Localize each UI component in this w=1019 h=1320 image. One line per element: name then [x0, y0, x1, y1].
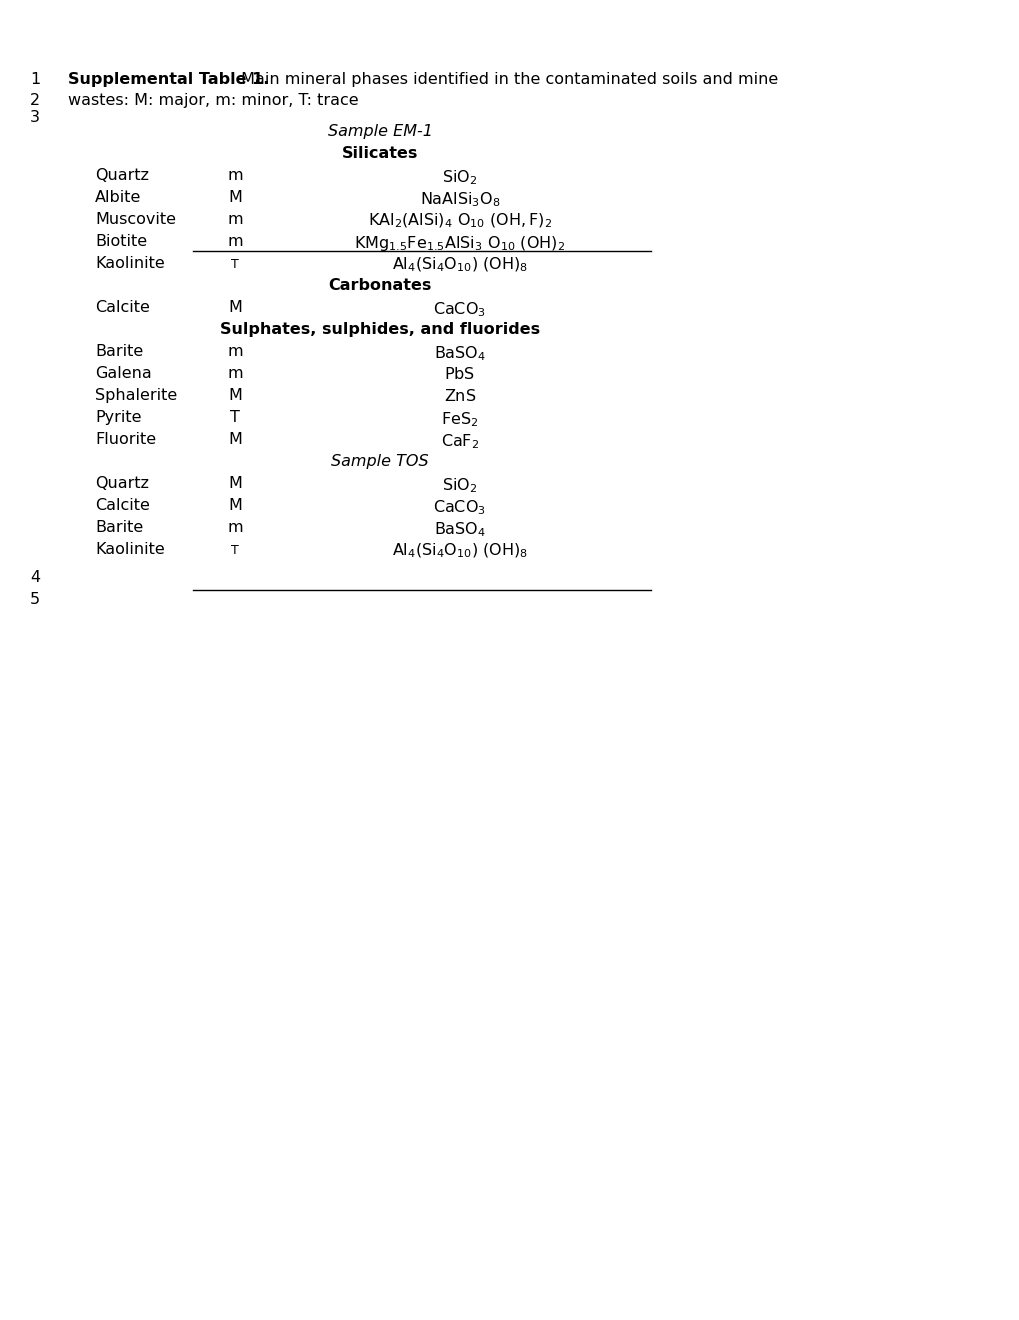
Text: $\mathregular{ZnS}$: $\mathregular{ZnS}$	[443, 388, 476, 404]
Text: $\mathregular{SiO_2}$: $\mathregular{SiO_2}$	[442, 168, 477, 186]
Text: T: T	[231, 544, 238, 557]
Text: Carbonates: Carbonates	[328, 279, 431, 293]
Text: 3: 3	[30, 110, 40, 125]
Text: Main mineral phases identified in the contaminated soils and mine: Main mineral phases identified in the co…	[235, 73, 777, 87]
Text: Barite: Barite	[95, 520, 143, 535]
Text: m: m	[227, 345, 243, 359]
Text: $\mathregular{NaAlSi_3O_8}$: $\mathregular{NaAlSi_3O_8}$	[419, 190, 499, 209]
Text: Fluorite: Fluorite	[95, 432, 156, 447]
Text: Quartz: Quartz	[95, 168, 149, 183]
Text: $\mathregular{BaSO_4}$: $\mathregular{BaSO_4}$	[433, 520, 486, 539]
Text: $\mathregular{CaF_2}$: $\mathregular{CaF_2}$	[440, 432, 479, 450]
Text: Calcite: Calcite	[95, 300, 150, 315]
Text: Calcite: Calcite	[95, 498, 150, 513]
Text: $\mathregular{FeS_2}$: $\mathregular{FeS_2}$	[441, 411, 478, 429]
Text: Biotite: Biotite	[95, 234, 147, 249]
Text: $\mathregular{Al_4(Si_4O_{10})\ (OH)_8}$: $\mathregular{Al_4(Si_4O_{10})\ (OH)_8}$	[391, 256, 528, 275]
Text: Barite: Barite	[95, 345, 143, 359]
Text: Pyrite: Pyrite	[95, 411, 142, 425]
Text: Sphalerite: Sphalerite	[95, 388, 177, 403]
Text: $\mathregular{CaCO_3}$: $\mathregular{CaCO_3}$	[433, 300, 486, 318]
Text: 1: 1	[30, 73, 40, 87]
Text: m: m	[227, 168, 243, 183]
Text: $\mathregular{Al_4(Si_4O_{10})\ (OH)_8}$: $\mathregular{Al_4(Si_4O_{10})\ (OH)_8}$	[391, 543, 528, 561]
Text: M: M	[228, 388, 242, 403]
Text: M: M	[228, 498, 242, 513]
Text: $\mathregular{SiO_2}$: $\mathregular{SiO_2}$	[442, 477, 477, 495]
Text: Kaolinite: Kaolinite	[95, 543, 165, 557]
Text: M: M	[228, 477, 242, 491]
Text: 2: 2	[30, 92, 40, 108]
Text: m: m	[227, 234, 243, 249]
Text: M: M	[228, 432, 242, 447]
Text: Quartz: Quartz	[95, 477, 149, 491]
Text: Supplemental Table 1.: Supplemental Table 1.	[68, 73, 269, 87]
Text: $\mathregular{KMg_{1.5}Fe_{1.5}AlSi_3\ O_{10}\ (OH)_2}$: $\mathregular{KMg_{1.5}Fe_{1.5}AlSi_3\ O…	[354, 234, 565, 253]
Text: M: M	[228, 190, 242, 205]
Text: Sample EM-1: Sample EM-1	[327, 124, 432, 139]
Text: $\mathregular{PbS}$: $\mathregular{PbS}$	[444, 366, 475, 381]
Text: m: m	[227, 520, 243, 535]
Text: Sample TOS: Sample TOS	[331, 454, 428, 469]
Text: m: m	[227, 366, 243, 381]
Text: Silicates: Silicates	[341, 147, 418, 161]
Text: T: T	[231, 257, 238, 271]
Text: 4: 4	[30, 570, 40, 585]
Text: wastes: M: major, m: minor, T: trace: wastes: M: major, m: minor, T: trace	[68, 92, 359, 108]
Text: Sulphates, sulphides, and fluorides: Sulphates, sulphides, and fluorides	[220, 322, 539, 337]
Text: Albite: Albite	[95, 190, 142, 205]
Text: Kaolinite: Kaolinite	[95, 256, 165, 271]
Text: T: T	[230, 411, 239, 425]
Text: $\mathregular{KAl_2(AlSi)_4\ O_{10}\ (OH,F)_2}$: $\mathregular{KAl_2(AlSi)_4\ O_{10}\ (OH…	[368, 213, 551, 231]
Text: Galena: Galena	[95, 366, 152, 381]
Text: Muscovite: Muscovite	[95, 213, 176, 227]
Text: m: m	[227, 213, 243, 227]
Text: $\mathregular{CaCO_3}$: $\mathregular{CaCO_3}$	[433, 498, 486, 516]
Text: 5: 5	[30, 591, 40, 607]
Text: M: M	[228, 300, 242, 315]
Text: $\mathregular{BaSO_4}$: $\mathregular{BaSO_4}$	[433, 345, 486, 363]
